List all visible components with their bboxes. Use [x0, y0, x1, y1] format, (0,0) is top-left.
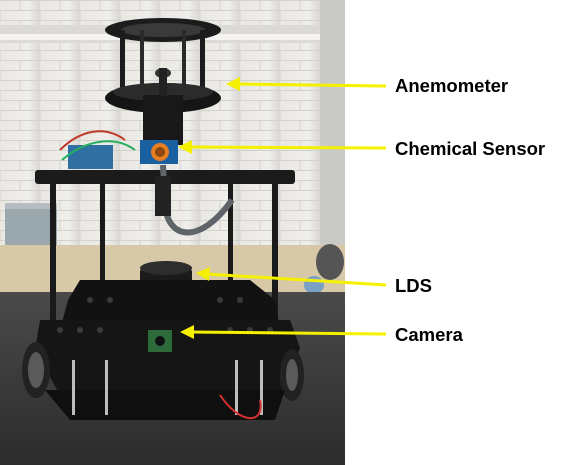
- desk-fan: [316, 244, 344, 280]
- blue-cabinet: [5, 205, 57, 247]
- camera-device: [148, 330, 172, 352]
- label-anemometer: Anemometer: [395, 75, 509, 96]
- robot-photo: [0, 0, 345, 465]
- chemical-sensor-device: [140, 140, 235, 236]
- robot: [22, 18, 304, 420]
- circuit-board: [68, 145, 113, 169]
- base-plate: [45, 390, 285, 420]
- label-chemical-sensor: Chemical Sensor: [395, 138, 546, 159]
- label-lds: LDS: [395, 275, 432, 296]
- lower-deck: [35, 320, 300, 395]
- anemometer-device: [105, 18, 221, 145]
- label-camera: Camera: [395, 324, 463, 345]
- mid-deck: [60, 280, 280, 330]
